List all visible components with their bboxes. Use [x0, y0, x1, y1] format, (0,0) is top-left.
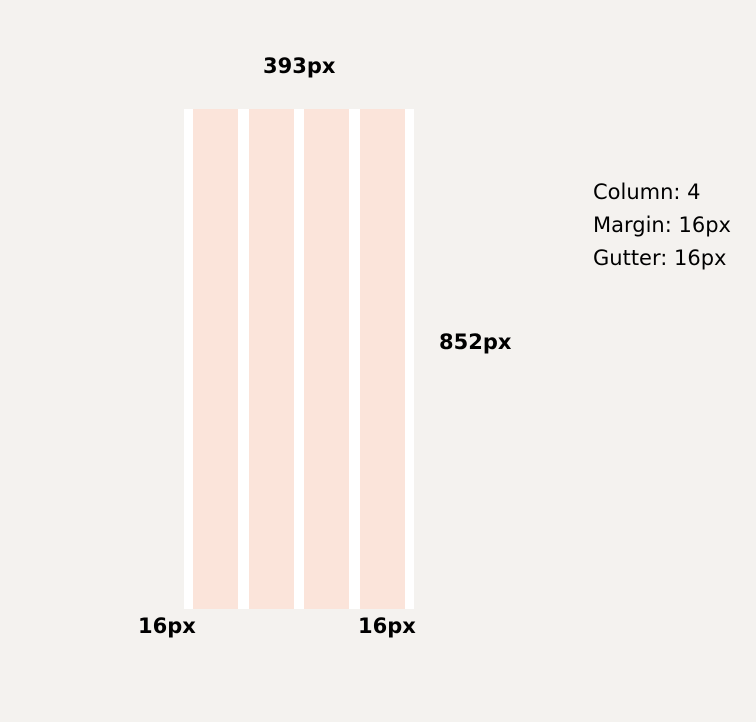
grid-column-3: [304, 109, 349, 609]
right-margin-label: 16px: [358, 614, 416, 638]
grid-column-2: [249, 109, 294, 609]
margin-spec: Margin: 16px: [593, 213, 731, 237]
grid-specs: Column: 4 Margin: 16px Gutter: 16px: [593, 176, 731, 275]
column-count-spec: Column: 4: [593, 180, 701, 204]
grid-column-4: [360, 109, 405, 609]
grid-column-1: [193, 109, 238, 609]
mobile-screen-frame: [184, 109, 414, 609]
screen-width-label: 393px: [263, 54, 336, 78]
left-margin-label: 16px: [138, 614, 196, 638]
gutter-spec: Gutter: 16px: [593, 246, 727, 270]
screen-height-label: 852px: [439, 330, 512, 354]
